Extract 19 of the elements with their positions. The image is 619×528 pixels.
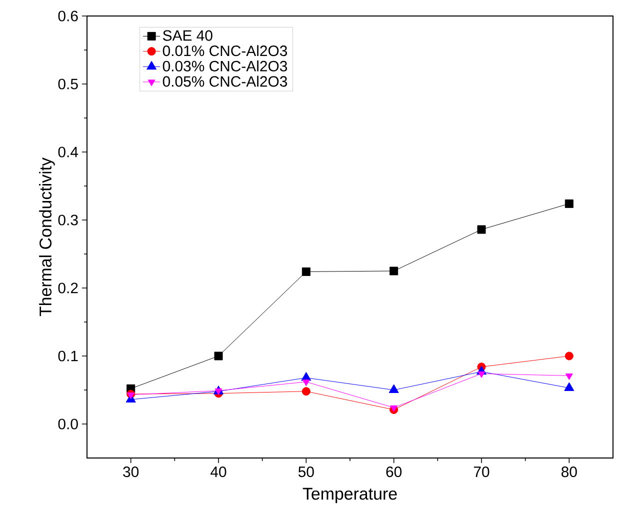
legend-label: 0.03% CNC-Al2O3 — [162, 60, 288, 72]
y-tick-label: 0.1 — [58, 350, 78, 362]
y-tick-label: 0.3 — [58, 214, 78, 226]
x-tick-label: 50 — [298, 466, 314, 478]
legend-label: 0.01% CNC-Al2O3 — [162, 45, 288, 56]
x-tick-label: 80 — [562, 466, 577, 478]
y-tick-label: 0.2 — [58, 282, 78, 294]
x-axis-title: Temperature — [302, 488, 397, 504]
x-tick-label: 40 — [210, 466, 226, 478]
y-tick-label: 0.5 — [58, 78, 78, 90]
y-tick-label: 0.0 — [58, 418, 78, 430]
x-tick-label: 70 — [474, 466, 490, 478]
x-tick-label: 30 — [123, 466, 139, 478]
y-axis-title: Thermal Conductivity — [39, 158, 55, 316]
legend-label: 0.05% CNC-Al2O3 — [162, 76, 288, 87]
y-tick-label: 0.6 — [58, 10, 78, 22]
y-tick-label: 0.4 — [58, 146, 78, 158]
x-tick-label: 60 — [386, 466, 402, 478]
legend-label: SAE 40 — [162, 30, 212, 41]
